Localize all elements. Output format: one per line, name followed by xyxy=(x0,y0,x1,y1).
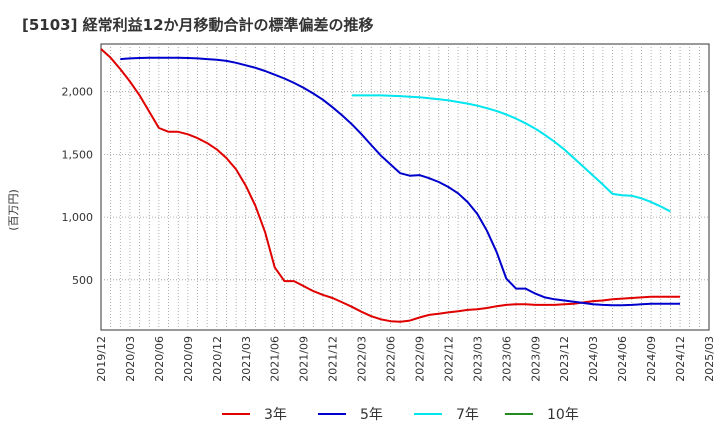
chart-title: [5103] 経常利益12か月移動合計の標準偏差の推移 xyxy=(22,16,374,34)
series-lines xyxy=(100,48,680,323)
x-tick-label: 2021/12 xyxy=(327,336,340,382)
x-tick-label: 2023/12 xyxy=(558,336,571,382)
x-tick-label: 2021/09 xyxy=(298,336,311,382)
x-tick-label: 2022/06 xyxy=(385,336,398,382)
x-tick-label: 2025/03 xyxy=(703,336,716,382)
y-tick-label: 1,500 xyxy=(62,148,94,161)
x-tick-label: 2020/03 xyxy=(124,336,137,382)
x-tick-label: 2022/09 xyxy=(413,336,426,382)
grid xyxy=(101,44,709,330)
series-line-7年 xyxy=(351,94,671,213)
x-tick-label: 2021/03 xyxy=(240,336,253,382)
legend: 3年 5年 7年 10年 xyxy=(222,407,579,423)
y-tick-label: 2,000 xyxy=(62,86,94,99)
legend-label-5年: 5年 xyxy=(360,407,383,423)
x-tick-label: 2021/06 xyxy=(269,336,282,382)
x-tick-label: 2020/12 xyxy=(211,336,224,382)
plot-area xyxy=(100,43,710,331)
legend-label-10年: 10年 xyxy=(547,407,579,423)
y-axis-label: (百万円) xyxy=(7,189,20,231)
x-tick-label: 2020/06 xyxy=(153,336,166,382)
x-tick-label: 2022/12 xyxy=(442,336,455,382)
x-tick-label: 2022/03 xyxy=(356,336,369,382)
y-tick-label: 1,000 xyxy=(62,211,94,224)
y-axis-ticks: 500 1,000 1,500 2,000 xyxy=(62,86,94,287)
series-line-5年 xyxy=(120,56,680,307)
y-tick-label: 500 xyxy=(72,274,93,287)
x-axis-ticks: 2019/12 2020/03 2020/06 2020/09 2020/12 2021/… xyxy=(95,336,716,382)
x-tick-label: 2024/12 xyxy=(674,336,687,382)
x-tick-label: 2024/03 xyxy=(587,336,600,382)
legend-label-7年: 7年 xyxy=(456,407,479,423)
legend-label-3年: 3年 xyxy=(264,407,287,423)
x-tick-label: 2023/06 xyxy=(500,336,513,382)
x-tick-label: 2024/09 xyxy=(645,336,658,382)
x-tick-label: 2020/09 xyxy=(182,336,195,382)
x-tick-label: 2019/12 xyxy=(95,336,108,382)
x-tick-label: 2024/06 xyxy=(616,336,629,382)
x-tick-label: 2023/03 xyxy=(471,336,484,382)
x-tick-label: 2023/09 xyxy=(529,336,542,382)
